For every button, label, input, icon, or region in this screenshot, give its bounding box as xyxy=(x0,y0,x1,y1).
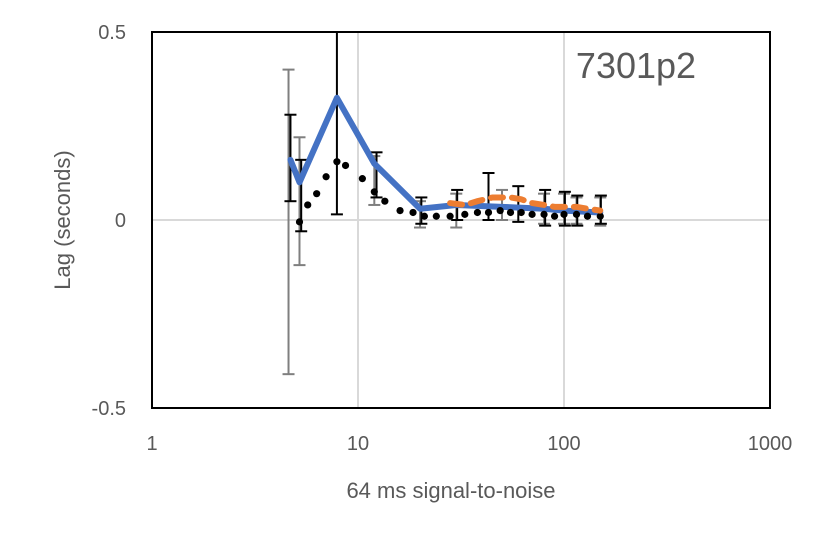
series-point-dotted xyxy=(446,212,454,220)
x-tick-label: 1 xyxy=(146,433,157,455)
series-point-dotted xyxy=(517,208,525,217)
x-tick-label: 100 xyxy=(547,433,580,455)
series-point-dotted xyxy=(381,197,389,205)
series-point-dotted xyxy=(304,201,312,209)
series-point-dotted xyxy=(583,212,592,220)
plot-frame xyxy=(151,31,771,409)
chart-annotation: 7301p2 xyxy=(576,45,696,86)
error-bars xyxy=(282,32,607,376)
series-point-dotted xyxy=(596,212,604,220)
series-point-dotted xyxy=(313,190,321,198)
series-point-dotted xyxy=(295,218,304,226)
series-point-dotted xyxy=(528,210,536,218)
series-point-dotted xyxy=(572,210,581,218)
y-tick-label: -0.5 xyxy=(92,398,126,420)
error-bar xyxy=(512,185,525,223)
series-point-dotted xyxy=(496,207,504,215)
series-point-dotted xyxy=(333,158,341,166)
x-axis-title: 64 ms signal-to-noise xyxy=(346,478,555,503)
series-point-dotted xyxy=(560,210,568,218)
series-point-dotted xyxy=(484,208,493,217)
x-tick-label: 1000 xyxy=(748,433,793,455)
error-bar xyxy=(330,32,343,216)
series-point-dotted xyxy=(370,188,378,196)
y-tick-label: 0 xyxy=(115,210,126,232)
series-group xyxy=(287,94,604,226)
series-point-dotted xyxy=(461,210,469,218)
error-bar xyxy=(282,68,295,376)
series-point-dotted xyxy=(473,208,482,217)
x-tick-label: 10 xyxy=(347,433,369,455)
series-point-dotted xyxy=(358,175,366,183)
series-point-dotted xyxy=(341,161,350,170)
series-line-dashed xyxy=(447,194,604,214)
series-point-dotted xyxy=(420,212,428,220)
series-point-dotted xyxy=(506,208,515,217)
series-point-dotted xyxy=(396,207,404,215)
error-bar xyxy=(293,136,306,267)
y-axis-title: Lag (seconds) xyxy=(50,150,75,289)
tick-labels: 1 10 100 1000 -0.5 0 0.5 xyxy=(92,22,793,455)
series-point-dotted xyxy=(540,210,548,218)
series-point-dotted xyxy=(550,212,559,220)
y-tick-label: 0.5 xyxy=(98,22,126,44)
series-point-dotted xyxy=(409,208,417,217)
series-point-dotted xyxy=(432,212,440,220)
series-point-dotted xyxy=(322,173,330,181)
